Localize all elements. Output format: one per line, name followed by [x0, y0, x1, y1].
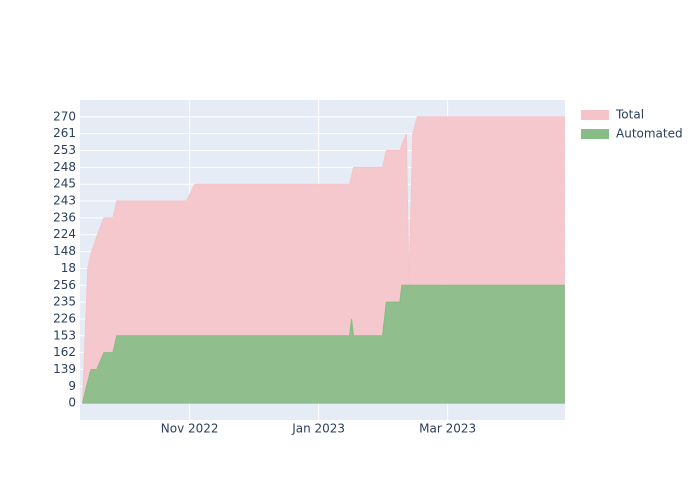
y-tick-label: 235 — [53, 295, 76, 309]
y-tick-label: 162 — [53, 345, 76, 359]
y-tick-label: 0 — [68, 396, 76, 410]
y-tick-label: 18 — [61, 261, 76, 275]
y-tick-label: 153 — [53, 328, 76, 342]
legend-label: Total — [615, 108, 644, 122]
y-tick-label: 270 — [53, 109, 76, 123]
y-tick-label: 256 — [53, 278, 76, 292]
area — [81, 284, 565, 404]
x-tick-label: Nov 2022 — [161, 422, 219, 436]
y-tick-label: 248 — [53, 160, 76, 174]
y-tick-label: 253 — [53, 143, 76, 157]
y-tick-label: 148 — [53, 244, 76, 258]
y-tick-label: 261 — [53, 126, 76, 140]
y-tick-label: 226 — [53, 311, 76, 325]
legend-swatch — [581, 129, 609, 139]
legend-label: Automated — [616, 127, 683, 141]
y-tick-label: 224 — [53, 227, 76, 241]
y-tick-label: 245 — [53, 177, 76, 191]
y-tick-label: 9 — [68, 379, 76, 393]
y-tick-label: 243 — [53, 194, 76, 208]
x-tick-label: Mar 2023 — [419, 422, 476, 436]
y-tick-label: 139 — [53, 362, 76, 376]
y-tick-label: 236 — [53, 210, 76, 224]
x-tick-label: Jan 2023 — [291, 422, 345, 436]
legend-swatch — [581, 110, 609, 120]
